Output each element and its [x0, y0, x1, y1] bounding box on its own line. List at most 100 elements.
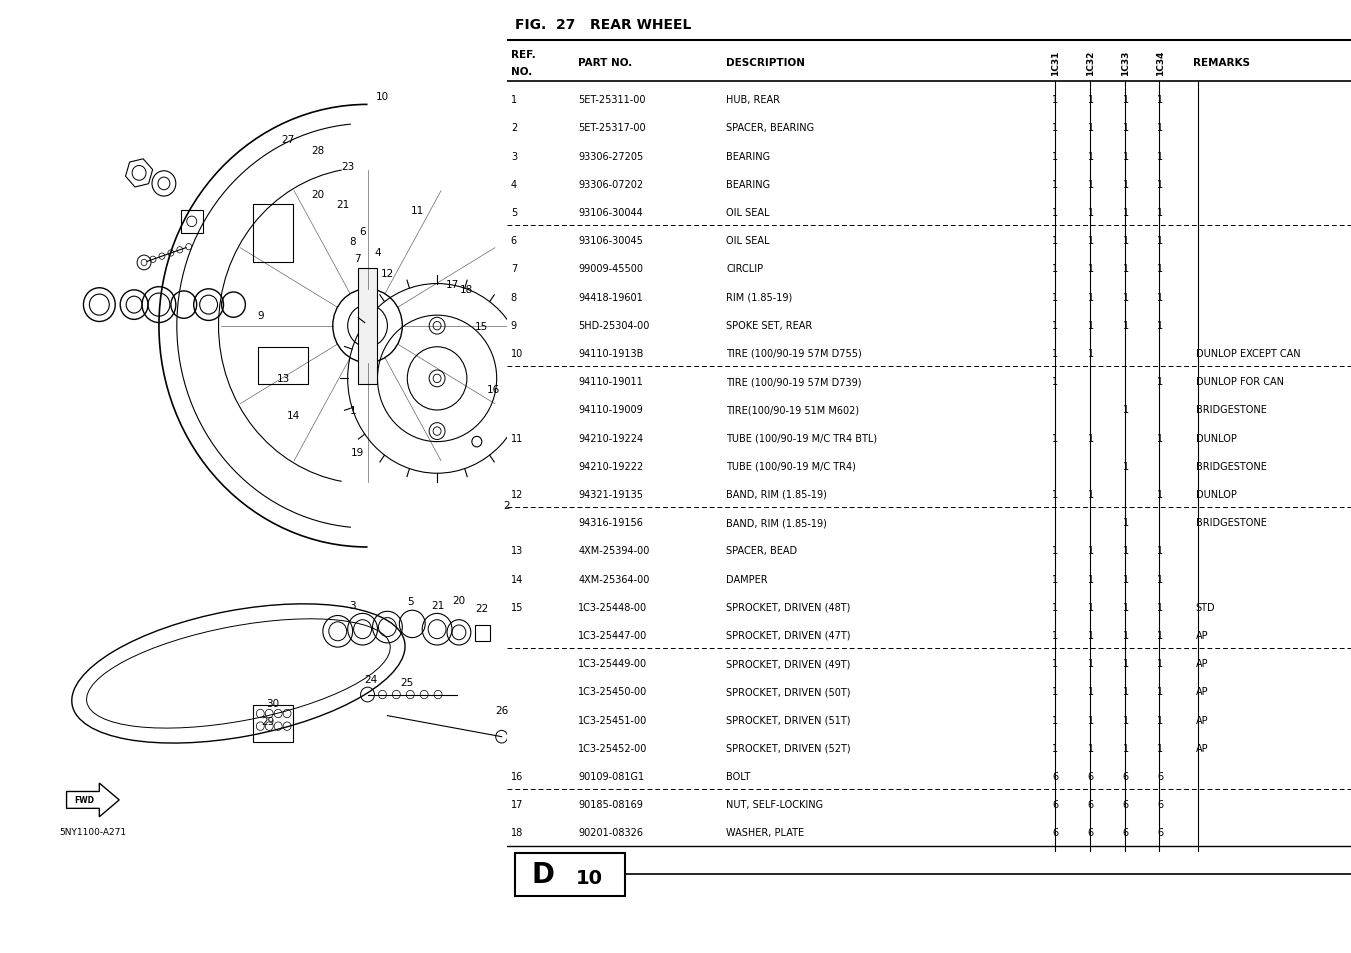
- Text: AP: AP: [1196, 743, 1208, 753]
- Text: 1: 1: [1156, 208, 1163, 217]
- Text: 1: 1: [1088, 152, 1094, 161]
- Text: 9: 9: [257, 311, 263, 321]
- Text: 11: 11: [511, 433, 523, 443]
- Text: 94321-19135: 94321-19135: [578, 490, 643, 499]
- Text: D: D: [532, 861, 555, 888]
- Text: SPROCKET, DRIVEN (50T): SPROCKET, DRIVEN (50T): [727, 686, 851, 697]
- Text: 8: 8: [350, 237, 355, 247]
- Text: 1: 1: [1052, 743, 1059, 753]
- Bar: [515, 853, 624, 896]
- Text: 6: 6: [1156, 827, 1163, 838]
- Text: 19: 19: [351, 448, 365, 457]
- Text: 1: 1: [1123, 320, 1128, 331]
- Text: 1: 1: [1088, 264, 1094, 274]
- Text: 1: 1: [350, 406, 355, 416]
- Text: 6: 6: [1156, 800, 1163, 809]
- Text: BAND, RIM (1.85-19): BAND, RIM (1.85-19): [727, 490, 827, 499]
- Text: 1: 1: [1052, 349, 1059, 358]
- Text: 94210-19224: 94210-19224: [578, 433, 643, 443]
- Text: 1: 1: [1156, 743, 1163, 753]
- Text: RIM (1.85-19): RIM (1.85-19): [727, 293, 793, 302]
- Text: NO.: NO.: [511, 67, 532, 76]
- Text: DUNLOP FOR CAN: DUNLOP FOR CAN: [1196, 376, 1283, 387]
- Text: 1: 1: [1052, 376, 1059, 387]
- Text: BRIDGESTONE: BRIDGESTONE: [1196, 461, 1266, 471]
- Text: OIL SEAL: OIL SEAL: [727, 208, 770, 217]
- Text: 18: 18: [511, 827, 523, 838]
- Text: 94418-19601: 94418-19601: [578, 293, 643, 302]
- Bar: [254, 205, 293, 263]
- Text: 1: 1: [1088, 236, 1094, 246]
- Text: 1: 1: [1156, 320, 1163, 331]
- Text: 1C33: 1C33: [1121, 51, 1129, 76]
- Text: NUT, SELF-LOCKING: NUT, SELF-LOCKING: [727, 800, 823, 809]
- Text: 6: 6: [1088, 800, 1094, 809]
- Text: SPROCKET, DRIVEN (49T): SPROCKET, DRIVEN (49T): [727, 659, 851, 668]
- Text: 1: 1: [1088, 208, 1094, 217]
- Text: 3: 3: [350, 600, 355, 610]
- Text: 1: 1: [1123, 236, 1128, 246]
- Text: 1: 1: [1123, 152, 1128, 161]
- Text: 4: 4: [374, 248, 381, 257]
- Text: 93306-07202: 93306-07202: [578, 179, 643, 190]
- Text: 1: 1: [1088, 349, 1094, 358]
- Text: 1: 1: [1156, 95, 1163, 105]
- Text: 1: 1: [1123, 264, 1128, 274]
- Text: 1: 1: [1123, 715, 1128, 724]
- Text: OIL SEAL: OIL SEAL: [727, 236, 770, 246]
- Text: AP: AP: [1196, 686, 1208, 697]
- Text: PART NO.: PART NO.: [578, 58, 632, 69]
- Text: 1: 1: [1088, 715, 1094, 724]
- Text: 1C32: 1C32: [1086, 51, 1096, 76]
- Text: DUNLOP: DUNLOP: [1196, 490, 1236, 499]
- Text: 17: 17: [446, 279, 458, 289]
- Text: 1: 1: [1156, 376, 1163, 387]
- Text: 1: 1: [1052, 686, 1059, 697]
- Text: 21: 21: [336, 200, 350, 211]
- Text: 1: 1: [1052, 293, 1059, 302]
- Text: BEARING: BEARING: [727, 152, 770, 161]
- Text: 1: 1: [1123, 179, 1128, 190]
- Text: 1: 1: [1156, 630, 1163, 640]
- Text: 23: 23: [340, 161, 354, 172]
- Text: 10: 10: [376, 91, 389, 102]
- Text: 1: 1: [1156, 686, 1163, 697]
- Text: 1: 1: [1052, 433, 1059, 443]
- Text: 1: 1: [1088, 630, 1094, 640]
- Text: 16: 16: [488, 384, 500, 395]
- Text: 1: 1: [1123, 405, 1128, 415]
- Text: BAND, RIM (1.85-19): BAND, RIM (1.85-19): [727, 517, 827, 528]
- Text: 1: 1: [1123, 123, 1128, 133]
- Text: CIRCLIP: CIRCLIP: [727, 264, 763, 274]
- Text: 14: 14: [511, 574, 523, 584]
- Text: 1: 1: [1156, 152, 1163, 161]
- Text: 1C34: 1C34: [1155, 51, 1165, 76]
- Text: 94316-19156: 94316-19156: [578, 517, 643, 528]
- Text: 1: 1: [1123, 743, 1128, 753]
- Text: 4XM-25364-00: 4XM-25364-00: [578, 574, 650, 584]
- Text: DAMPER: DAMPER: [727, 574, 767, 584]
- Bar: [254, 705, 293, 742]
- Text: 93106-30045: 93106-30045: [578, 236, 643, 246]
- Bar: [181, 211, 203, 233]
- Text: 6: 6: [1123, 800, 1128, 809]
- Text: 1: 1: [1156, 602, 1163, 612]
- Text: 1: 1: [1088, 320, 1094, 331]
- Text: 94110-1913B: 94110-1913B: [578, 349, 644, 358]
- Text: 1: 1: [1088, 293, 1094, 302]
- Text: 1: 1: [1123, 686, 1128, 697]
- Text: SPACER, BEARING: SPACER, BEARING: [727, 123, 815, 133]
- Text: 1: 1: [1052, 320, 1059, 331]
- Text: 13: 13: [511, 546, 523, 556]
- Text: BRIDGESTONE: BRIDGESTONE: [1196, 517, 1266, 528]
- Text: DUNLOP EXCEPT CAN: DUNLOP EXCEPT CAN: [1196, 349, 1300, 358]
- Text: 16: 16: [511, 771, 523, 781]
- Text: 5: 5: [511, 208, 517, 217]
- Text: 2: 2: [504, 500, 509, 510]
- Text: 27: 27: [281, 135, 295, 145]
- Text: 14: 14: [286, 411, 300, 421]
- Text: 10: 10: [576, 868, 603, 887]
- Text: 5ET-25311-00: 5ET-25311-00: [578, 95, 646, 105]
- Text: 24: 24: [363, 674, 377, 684]
- Text: TUBE (100/90-19 M/C TR4 BTL): TUBE (100/90-19 M/C TR4 BTL): [727, 433, 877, 443]
